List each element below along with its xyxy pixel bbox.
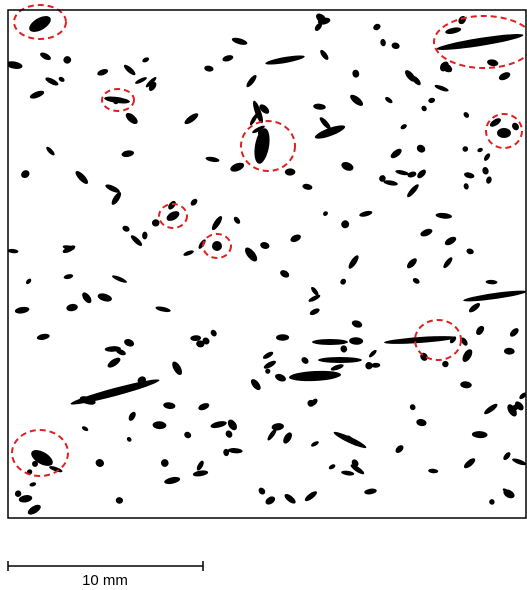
particle bbox=[312, 339, 348, 345]
particle bbox=[497, 128, 511, 138]
figure: 10 mm bbox=[0, 0, 527, 590]
scale-label: 10 mm bbox=[82, 572, 128, 589]
particle bbox=[212, 241, 222, 251]
particle bbox=[265, 369, 270, 374]
particle bbox=[318, 357, 362, 363]
scale-bar: 10 mm bbox=[8, 561, 203, 589]
